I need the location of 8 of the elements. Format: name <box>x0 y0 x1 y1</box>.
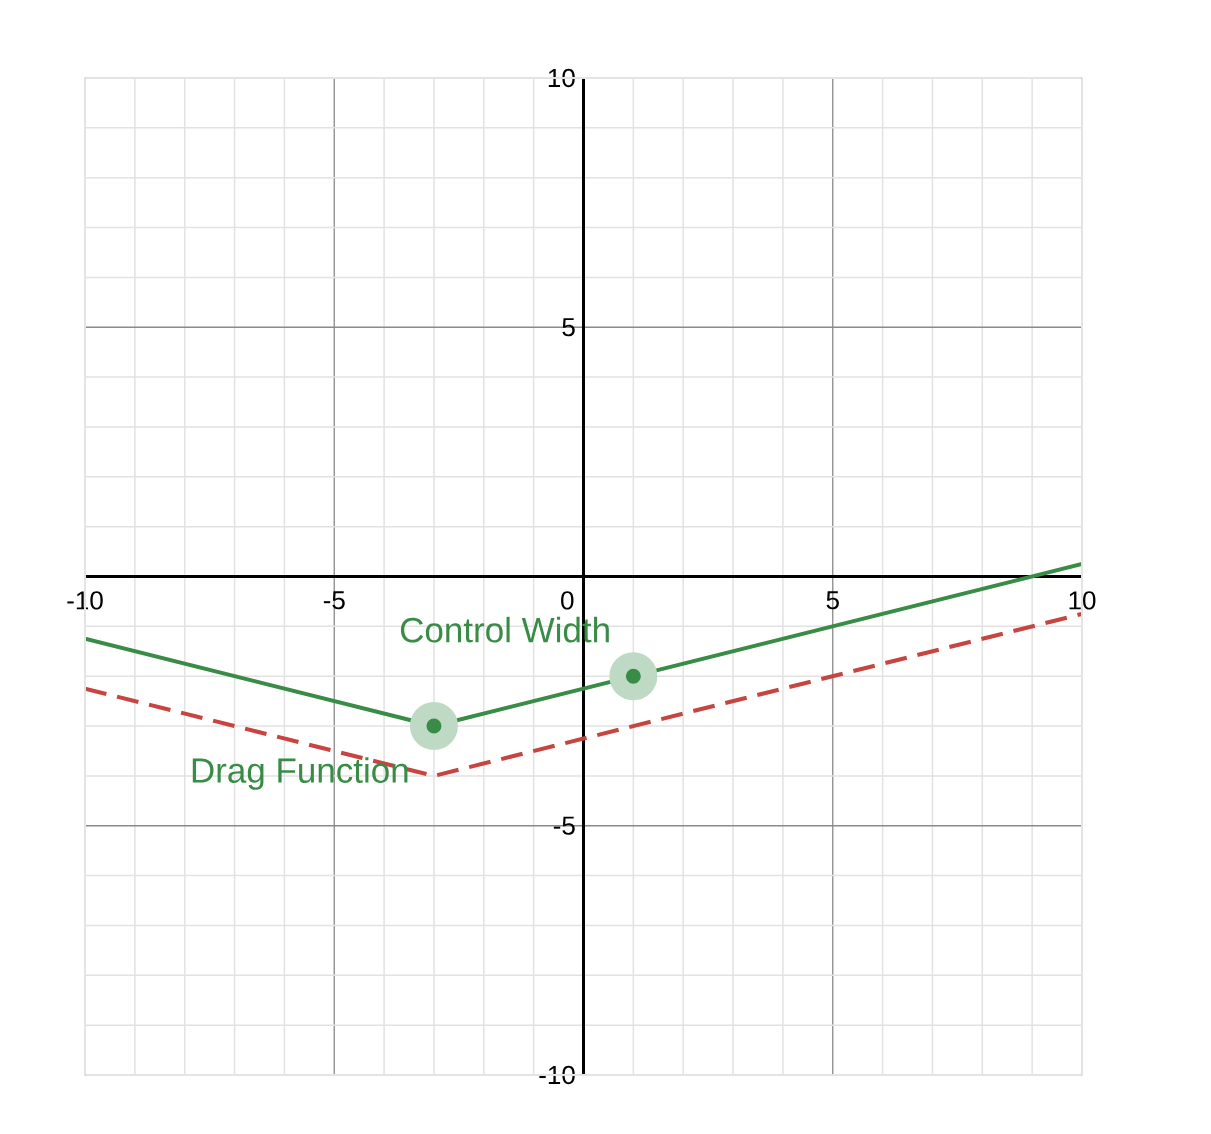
y-tick-label: 5 <box>562 318 575 337</box>
x-tick-label: 0 <box>561 591 574 610</box>
x-tick-label: 10 <box>1069 591 1096 610</box>
x-tick-label: -5 <box>323 591 345 610</box>
x-tick-label: 5 <box>826 591 839 610</box>
y-tick-label: -5 <box>553 816 575 835</box>
x-tick-label: -10 <box>67 591 103 610</box>
annotation: Drag Function <box>192 757 408 790</box>
